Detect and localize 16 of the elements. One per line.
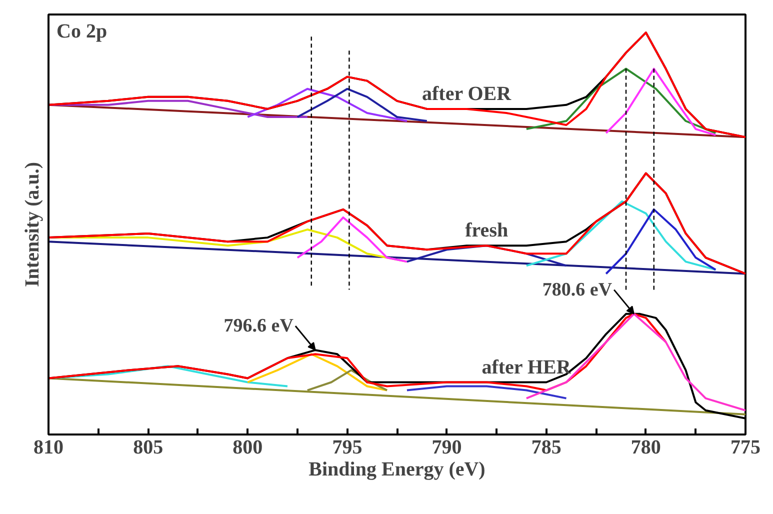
- x-tick-label: 800: [232, 436, 263, 458]
- y-axis-title: Intensity (a.u.): [22, 162, 44, 288]
- annotation: 780.6 eV: [542, 279, 612, 300]
- x-tick-label: 790: [432, 436, 462, 458]
- x-tick-label: 775: [730, 436, 760, 458]
- x-axis-title: Binding Energy (eV): [308, 458, 486, 480]
- annotation: 796.6 eV: [224, 315, 294, 336]
- x-tick-label: 785: [531, 436, 562, 458]
- series-label: after HER: [482, 356, 572, 378]
- series-label: fresh: [465, 220, 508, 242]
- series-label: after OER: [422, 82, 512, 105]
- x-tick-label: 805: [133, 436, 164, 458]
- x-tick-label: 795: [332, 436, 362, 458]
- x-tick-label: 780: [630, 436, 661, 458]
- annotation: Co 2p: [56, 20, 108, 42]
- x-tick-label: 810: [34, 436, 64, 458]
